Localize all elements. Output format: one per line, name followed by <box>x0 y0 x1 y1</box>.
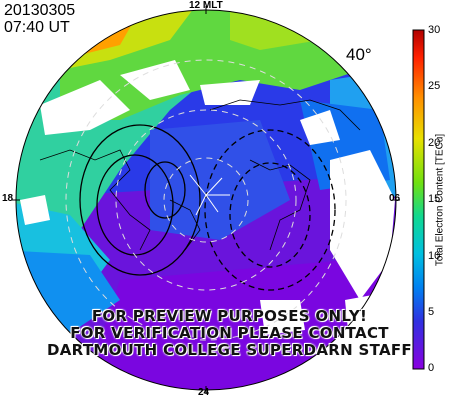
colorbar-tick: 0 <box>428 362 435 374</box>
colorbar-tick: 25 <box>428 80 441 92</box>
watermark-line-1: FOR PREVIEW PURPOSES ONLY! <box>91 307 368 325</box>
colorbar-axis-label: Total Electron Content [TECu] <box>434 133 446 267</box>
colorbar-tick: 5 <box>428 306 435 318</box>
date-label: 20130305 <box>4 2 76 19</box>
mlt-label-06: 06 <box>389 193 401 204</box>
colorbar-tick: 30 <box>428 24 441 36</box>
mlt-label-24: 24 <box>198 387 210 398</box>
watermark-line-3: DARTMOUTH COLLEGE SUPERDARN STAFF <box>47 341 412 359</box>
latitude-rings <box>65 59 347 341</box>
colorbar-tick: 20 <box>428 137 441 149</box>
colorbar <box>412 29 425 370</box>
mlt-label-12: 12 MLT <box>189 0 223 11</box>
watermark-line-2: FOR VERIFICATION PLEASE CONTACT <box>70 324 389 342</box>
mlt-label-18: 18 <box>2 193 14 204</box>
mlt-ticks <box>12 6 400 394</box>
colorbar-tick: 15 <box>428 193 441 205</box>
colorbar-tick: 10 <box>428 250 441 262</box>
time-label: 07:40 UT <box>4 19 70 36</box>
latitude-label: 40° <box>346 45 372 64</box>
